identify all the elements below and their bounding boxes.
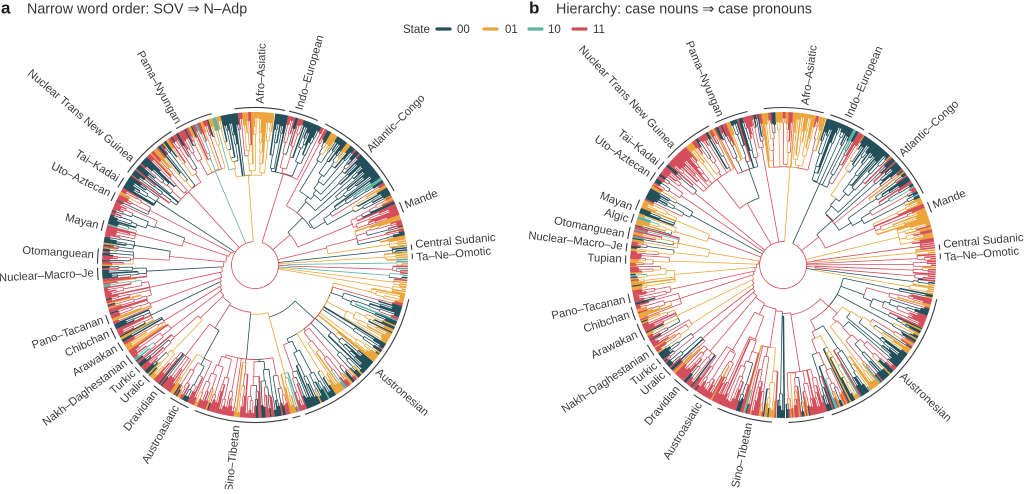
svg-text:a: a bbox=[1, 0, 11, 18]
svg-text:Afro–Asiatic: Afro–Asiatic bbox=[255, 43, 269, 104]
svg-text:01: 01 bbox=[505, 24, 518, 36]
svg-text:11: 11 bbox=[593, 24, 605, 36]
svg-text:00: 00 bbox=[457, 24, 470, 36]
svg-text:10: 10 bbox=[548, 24, 561, 36]
svg-text:State: State bbox=[403, 24, 430, 36]
svg-text:Hierarchy: case nouns ⇒ case p: Hierarchy: case nouns ⇒ case pronouns bbox=[556, 2, 812, 18]
svg-text:b: b bbox=[529, 0, 539, 18]
svg-text:Otomanguean: Otomanguean bbox=[22, 245, 94, 261]
svg-text:Narrow word order: SOV ⇒ N–Adp: Narrow word order: SOV ⇒ N–Adp bbox=[27, 2, 247, 18]
svg-text:Nuclear–Macro–Je: Nuclear–Macro–Je bbox=[0, 267, 94, 284]
svg-text:Tupian: Tupian bbox=[587, 252, 622, 265]
